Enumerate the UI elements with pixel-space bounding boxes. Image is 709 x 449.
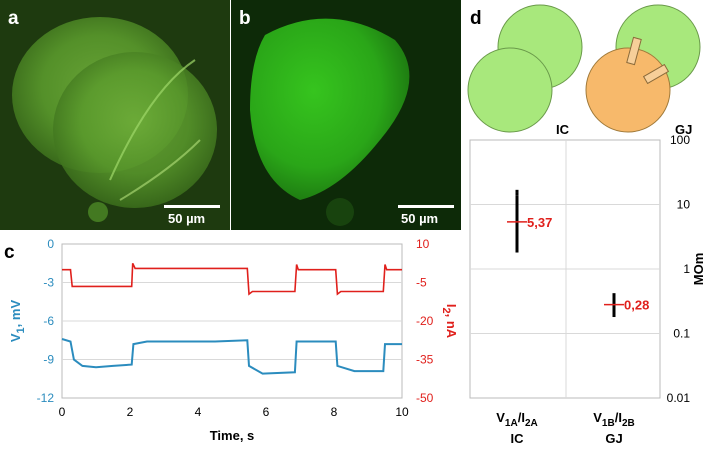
panel-d-chart: 5,37 0,28 100 10 1 0.1 0.01 MOm V1A/I2A V1B/I… <box>469 133 706 446</box>
y-tick-right: -35 <box>416 353 434 367</box>
data-point <box>515 235 519 239</box>
data-point <box>515 234 519 238</box>
data-point <box>612 293 616 297</box>
diagram-label-gj: GJ <box>675 122 692 137</box>
panel-d-points: 5,37 0,28 <box>507 189 649 318</box>
data-point <box>515 195 519 199</box>
data-point <box>515 197 519 201</box>
panel-c-chart: c 0 -3 -6 -9 -12 10 -5 -20 -35 -50 0 2 4 6 8 10 Time, s… <box>4 237 459 443</box>
data-point <box>612 302 616 306</box>
panel-d-group-1: IC <box>511 431 525 446</box>
panel-b-letter: b <box>239 8 251 29</box>
x-tick: 4 <box>195 405 202 419</box>
y-tick-left: -3 <box>43 276 54 290</box>
data-point <box>612 295 616 299</box>
ic-cell-pair <box>467 4 583 133</box>
data-point <box>612 304 616 308</box>
panel-a-scale-bar: 50 µm <box>164 205 220 226</box>
panel-d-diagram: d IC GJ <box>467 4 701 137</box>
y-tick-right: 10 <box>416 237 430 251</box>
data-point <box>612 308 616 312</box>
data-point <box>515 246 519 250</box>
gj-cell-pair <box>585 4 701 133</box>
panel-c-ticks: 0 -3 -6 -9 -12 10 -5 -20 -35 -50 0 2 4 6 8 10 <box>37 237 434 419</box>
panel-d-letter: d <box>470 8 482 29</box>
x-tick: 8 <box>331 405 338 419</box>
panel-c-series <box>61 262 402 375</box>
data-point <box>515 189 519 193</box>
data-point <box>515 211 519 215</box>
y-tick: 0.01 <box>667 391 691 405</box>
data-point <box>515 200 519 204</box>
panel-a-scale-label: 50 µm <box>168 211 205 226</box>
y-tick: 0.1 <box>673 327 690 341</box>
panel-d-ticks: 100 10 1 0.1 0.01 <box>667 133 691 405</box>
y-tick: 100 <box>670 133 690 147</box>
x-tick: 6 <box>263 405 270 419</box>
current-trace-line <box>62 262 402 296</box>
y-tick-right: -20 <box>416 314 434 328</box>
data-point <box>515 237 519 241</box>
panel-d-ylabel: MOm <box>691 253 706 286</box>
data-point <box>612 300 616 304</box>
panel-c-letter: c <box>4 242 15 263</box>
panel-c-ylabel-right: I2, nA <box>440 304 459 339</box>
data-point <box>515 225 519 229</box>
panel-d-category-2: V1B/I2B <box>593 410 635 429</box>
data-point <box>515 205 519 209</box>
panel-b-micrograph: b 50 µm <box>231 0 461 230</box>
diagram-label-ic: IC <box>556 122 570 137</box>
data-point <box>515 218 519 222</box>
electrode-icon <box>626 36 642 66</box>
data-point <box>515 241 519 245</box>
y-tick-left: -9 <box>43 353 54 367</box>
panel-c-ylabel-left: V1, mV <box>8 300 27 343</box>
data-point <box>515 249 519 253</box>
mean-label: 0,28 <box>624 298 649 313</box>
data-point <box>612 297 616 301</box>
y-tick-left: -12 <box>37 391 55 405</box>
panel-d-category-1: V1A/I2A <box>496 410 538 429</box>
data-point <box>515 232 519 236</box>
y-tick: 1 <box>683 262 690 276</box>
panel-d-gridlines <box>470 140 660 398</box>
y-tick-right: -5 <box>416 276 427 290</box>
panel-b-scale-bar: 50 µm <box>398 205 454 226</box>
y-tick: 10 <box>677 198 691 212</box>
data-point <box>515 208 519 212</box>
data-point <box>612 311 616 315</box>
x-tick: 2 <box>127 405 134 419</box>
data-point <box>515 222 519 226</box>
y-tick-right: -50 <box>416 391 434 405</box>
panel-a-micrograph: a 50 µm <box>0 0 230 230</box>
data-point <box>612 314 616 318</box>
data-point <box>612 306 616 310</box>
panel-b-scale-label: 50 µm <box>401 211 438 226</box>
data-point <box>515 203 519 206</box>
data-point <box>515 239 519 243</box>
panel-c-gridlines <box>62 282 402 360</box>
data-point <box>515 213 519 217</box>
x-tick: 0 <box>59 405 66 419</box>
voltage-trace-line <box>61 338 402 375</box>
panel-c-xlabel: Time, s <box>210 428 255 443</box>
panel-a-letter: a <box>8 8 19 29</box>
panel-d-group-2: GJ <box>605 431 622 446</box>
data-point <box>515 227 519 231</box>
data-point <box>515 192 519 196</box>
mean-label: 5,37 <box>527 215 552 230</box>
data-point <box>515 244 519 248</box>
data-point <box>515 216 519 220</box>
x-tick: 10 <box>395 405 409 419</box>
y-tick-left: 0 <box>47 237 54 251</box>
y-tick-left: -6 <box>43 314 54 328</box>
electrode-icon <box>642 63 670 85</box>
